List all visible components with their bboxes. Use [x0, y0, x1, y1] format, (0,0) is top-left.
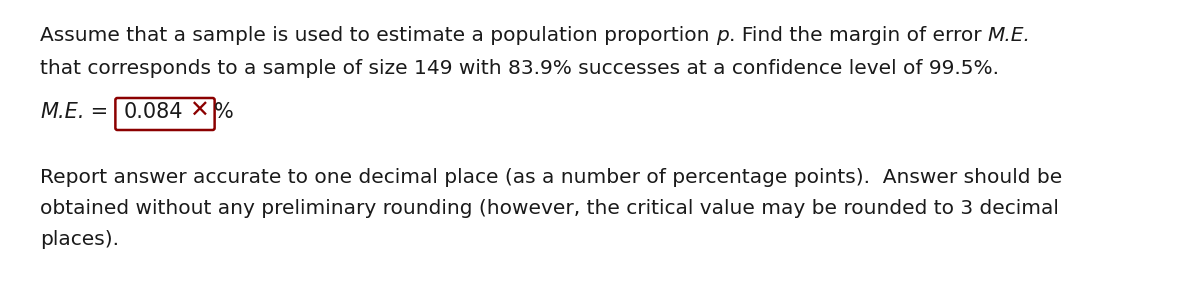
- Text: %: %: [214, 102, 233, 122]
- Text: that corresponds to a sample of size 149 with 83.9% successes at a confidence le: that corresponds to a sample of size 149…: [40, 59, 998, 78]
- Text: obtained without any preliminary rounding (however, the critical value may be ro: obtained without any preliminary roundin…: [40, 199, 1058, 218]
- Text: M.E.: M.E.: [40, 102, 84, 122]
- Text: 0.084: 0.084: [124, 102, 182, 122]
- Text: ✕: ✕: [188, 99, 209, 123]
- Text: M.E.: M.E.: [988, 26, 1031, 45]
- Text: =: =: [84, 102, 115, 122]
- FancyBboxPatch shape: [115, 98, 215, 130]
- Text: p: p: [716, 26, 728, 45]
- Text: Assume that a sample is used to estimate a population proportion: Assume that a sample is used to estimate…: [40, 26, 716, 45]
- Text: places).: places).: [40, 230, 119, 249]
- Text: . Find the margin of error: . Find the margin of error: [728, 26, 988, 45]
- Text: Report answer accurate to one decimal place (as a number of percentage points). : Report answer accurate to one decimal pl…: [40, 168, 1062, 187]
